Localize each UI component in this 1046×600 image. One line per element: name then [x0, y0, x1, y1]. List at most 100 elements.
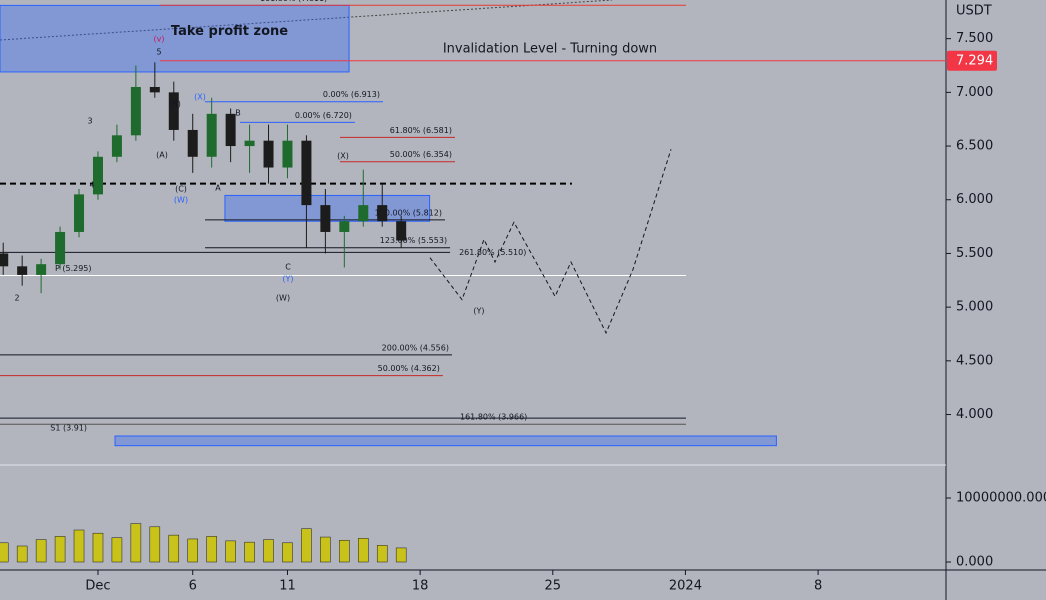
level-label: 0.00% (6.720): [295, 111, 352, 120]
wave-label: (v): [154, 35, 165, 44]
volume-bar: [16, 545, 28, 563]
candle-body: [301, 140, 312, 206]
candle-body: [244, 140, 255, 147]
candle-body: [187, 129, 198, 157]
candle-body: [377, 205, 388, 222]
level-label: Invalidation Level - Turning down: [443, 41, 657, 56]
wave-label: B: [235, 109, 241, 118]
volume-bar: [244, 541, 255, 563]
candle-body: [36, 264, 47, 275]
candle-body: [0, 253, 9, 267]
x-tick-label: Dec: [85, 579, 110, 594]
level-label: S1 (3.91): [50, 424, 87, 433]
volume-bar: [376, 545, 388, 563]
volume-bar: [358, 538, 369, 563]
wave-label: A: [215, 184, 221, 193]
level-label: 161.80% (7.811): [260, 0, 327, 3]
x-tick-label: 2024: [669, 579, 702, 594]
candle-body: [396, 221, 407, 241]
volume-bar: [206, 536, 217, 563]
volume-bar: [225, 540, 236, 563]
candle-body: [92, 156, 103, 195]
y-tick-label: 7.000: [956, 85, 993, 100]
candle-body: [206, 113, 217, 157]
candle-body: [282, 140, 293, 168]
level-label: 50.00% (4.362): [378, 364, 440, 373]
y-tick-label: 6.500: [956, 139, 993, 154]
candle-body: [55, 231, 66, 265]
volume-tick-label: 0.000: [956, 555, 993, 570]
wave-label: (B): [169, 100, 181, 109]
candle-body: [130, 86, 141, 136]
volume-bar: [339, 539, 350, 563]
level-label: 161.80% (3.966): [460, 413, 527, 422]
volume-tick-label: 10000000.000: [956, 491, 1046, 506]
volume-bar: [168, 534, 180, 563]
wave-label: (W): [276, 294, 290, 303]
y-tick-label: 5.000: [956, 300, 993, 315]
wave-label: (X): [337, 152, 349, 161]
volume-bar: [263, 539, 274, 563]
y-tick-label: 7.500: [956, 31, 993, 46]
volume-bar: [54, 536, 66, 563]
wave-label: (Y): [473, 307, 484, 316]
volume-bar: [73, 529, 85, 563]
projection-path: [429, 149, 672, 335]
volume-bar: [282, 542, 293, 563]
volume-bar: [0, 542, 9, 563]
candle-body: [168, 92, 179, 130]
candle-body: [339, 221, 350, 232]
candle-body: [320, 205, 331, 232]
wave-label: (W): [174, 196, 188, 205]
x-tick-label: 18: [412, 579, 429, 594]
wave-label: 3: [87, 117, 92, 126]
volume-bar: [395, 547, 407, 563]
wave-label: (C): [175, 185, 187, 194]
wave-label: (Y): [282, 275, 293, 284]
currency: USDT: [956, 4, 992, 19]
wave-label: C: [285, 263, 291, 272]
volume-bar: [320, 536, 331, 563]
level-label: 50.00% (6.354): [390, 150, 452, 159]
x-tick-label: 11: [279, 579, 296, 594]
price-marker: [947, 50, 997, 71]
level-label: 0.00% (6.913): [323, 90, 380, 99]
volume-bar: [92, 532, 104, 563]
volume-bar: [301, 528, 312, 563]
candle-body: [17, 266, 28, 275]
wave-label: 5: [156, 48, 161, 57]
wave-label: (X): [194, 93, 206, 102]
candle-body: [358, 205, 369, 222]
currency-box: [948, 0, 1046, 22]
zone-label: Take profit zone: [171, 24, 288, 39]
price-marker-label: 7.294: [956, 53, 993, 68]
level-label: 123.60% (5.553): [380, 236, 447, 245]
y-tick-label: 4.000: [956, 407, 993, 422]
candle-body: [263, 140, 274, 168]
volume-bar: [35, 539, 47, 563]
candle-body: [74, 194, 85, 232]
level-label: 261.80% (5.510): [459, 248, 526, 257]
wave-label: (A): [156, 151, 168, 160]
level-label: 100.00% (5.812): [375, 208, 442, 217]
volume-bar: [149, 526, 161, 563]
x-tick-label: 6: [189, 579, 197, 594]
level-label: P (5.295): [55, 264, 92, 273]
wave-label: 2: [14, 294, 19, 303]
wave-label: 4: [89, 181, 94, 190]
level-label: 200.00% (4.556): [382, 343, 449, 352]
candle-body: [111, 135, 122, 157]
volume-bar: [111, 537, 123, 563]
y-tick-label: 4.500: [956, 353, 993, 368]
y-tick-label: 5.500: [956, 246, 993, 261]
y-tick-label: 6.000: [956, 192, 993, 207]
x-tick-label: 25: [545, 579, 562, 594]
candle-body: [149, 86, 160, 93]
volume-bar: [130, 523, 142, 563]
x-tick-label: 8: [814, 579, 822, 594]
zone: [114, 435, 777, 447]
level-label: 61.80% (6.581): [390, 126, 452, 135]
candle-body: [225, 113, 236, 147]
